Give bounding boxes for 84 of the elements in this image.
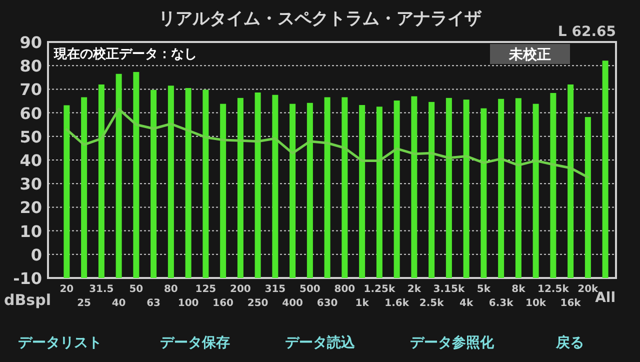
y-tick-label: 40 bbox=[20, 151, 42, 170]
x-tick-label: 10k bbox=[526, 298, 546, 309]
x-tick-label: 1.6k bbox=[384, 298, 410, 309]
bar bbox=[133, 72, 140, 278]
annotation: 未校正 bbox=[508, 47, 551, 63]
annotation: 現在の校正データ：なし bbox=[53, 46, 197, 62]
text: データリスト bbox=[18, 335, 102, 351]
y-tick-label: 0 bbox=[30, 245, 42, 264]
x-tick-label: 5k bbox=[476, 284, 491, 295]
y-tick-label: 70 bbox=[20, 80, 42, 100]
bar bbox=[446, 98, 452, 278]
bar bbox=[584, 117, 591, 278]
x-tick-label: 50 bbox=[129, 284, 144, 295]
bar bbox=[568, 84, 574, 278]
bar bbox=[342, 97, 348, 278]
bar bbox=[515, 98, 522, 278]
bar bbox=[306, 102, 313, 278]
x-tick-label: 630 bbox=[316, 298, 338, 309]
x-tick-label: 31.5 bbox=[89, 284, 114, 295]
x-tick-label: 8k bbox=[512, 284, 526, 295]
x-tick-label: 80 bbox=[164, 284, 178, 295]
bar bbox=[324, 97, 330, 278]
x-tick-label: 25 bbox=[77, 298, 92, 309]
x-tick-label: 100 bbox=[178, 298, 199, 309]
bar bbox=[254, 92, 261, 278]
y-tick-label: 60 bbox=[20, 104, 42, 123]
x-tick-label: 800 bbox=[334, 284, 356, 295]
bar bbox=[394, 100, 400, 278]
bar bbox=[376, 106, 382, 278]
x-tick-label: 6.3k bbox=[488, 298, 514, 309]
bar bbox=[428, 102, 435, 278]
bar bbox=[463, 100, 470, 278]
x-tick-label: 1.25k bbox=[364, 284, 396, 295]
bar bbox=[150, 90, 157, 278]
bar bbox=[220, 104, 226, 278]
x-tick-label: 12.5k bbox=[538, 284, 570, 295]
bar bbox=[498, 98, 504, 278]
y-tick-label: 90 bbox=[20, 33, 42, 52]
bar bbox=[202, 90, 209, 278]
y-axis-title: dBspl bbox=[4, 291, 51, 309]
y-tick-label: 20 bbox=[20, 198, 42, 218]
bar bbox=[185, 88, 192, 278]
line-series bbox=[65, 108, 590, 178]
bar bbox=[290, 104, 296, 278]
bar bbox=[237, 98, 244, 278]
x-tick-label: 2k bbox=[407, 284, 422, 295]
chart-title: リアルタイム・スペクトラム・アナライザ bbox=[158, 9, 482, 29]
x-tick-label: 250 bbox=[247, 298, 268, 309]
y-tick-label: -10 bbox=[13, 269, 42, 288]
x-tick-label: 160 bbox=[212, 298, 234, 309]
x-tick-label: 20 bbox=[60, 284, 74, 295]
text: 戻る bbox=[555, 334, 584, 351]
bar bbox=[359, 105, 366, 278]
x-tick-label: 315 bbox=[264, 284, 286, 295]
text: データ保存 bbox=[160, 335, 230, 351]
bar bbox=[81, 97, 88, 278]
x-tick-label: 3.15k bbox=[433, 284, 465, 295]
bar bbox=[64, 105, 70, 278]
y-tick-label: 30 bbox=[20, 174, 42, 194]
x-tick-label: 1k bbox=[355, 298, 370, 309]
text: データ読込 bbox=[285, 334, 356, 351]
bar bbox=[550, 92, 556, 278]
x-tick-label: 200 bbox=[230, 284, 251, 295]
bar bbox=[602, 60, 608, 278]
text: データ参照化 bbox=[410, 334, 495, 351]
bar bbox=[116, 74, 122, 278]
bar bbox=[480, 108, 487, 278]
bar bbox=[532, 104, 539, 278]
x-tick-label: 400 bbox=[282, 298, 304, 309]
bar bbox=[168, 86, 174, 278]
x-tick-label: 500 bbox=[300, 284, 320, 295]
x-tick-label: 63 bbox=[146, 298, 161, 309]
x-tick-label: 2.5k bbox=[419, 298, 444, 309]
y-tick-label: 50 bbox=[20, 127, 42, 146]
x-tick-label: 4k bbox=[460, 298, 474, 309]
x-tick-label: 40 bbox=[112, 298, 126, 309]
x-tick-label: 16k bbox=[560, 298, 582, 309]
text: L 62.65 bbox=[558, 24, 616, 40]
x-tick-label: 125 bbox=[195, 284, 216, 295]
y-tick-label: 10 bbox=[20, 222, 42, 241]
bar bbox=[98, 84, 104, 278]
y-tick-label: 80 bbox=[20, 56, 42, 76]
bar bbox=[272, 94, 278, 278]
bar bbox=[411, 96, 418, 278]
